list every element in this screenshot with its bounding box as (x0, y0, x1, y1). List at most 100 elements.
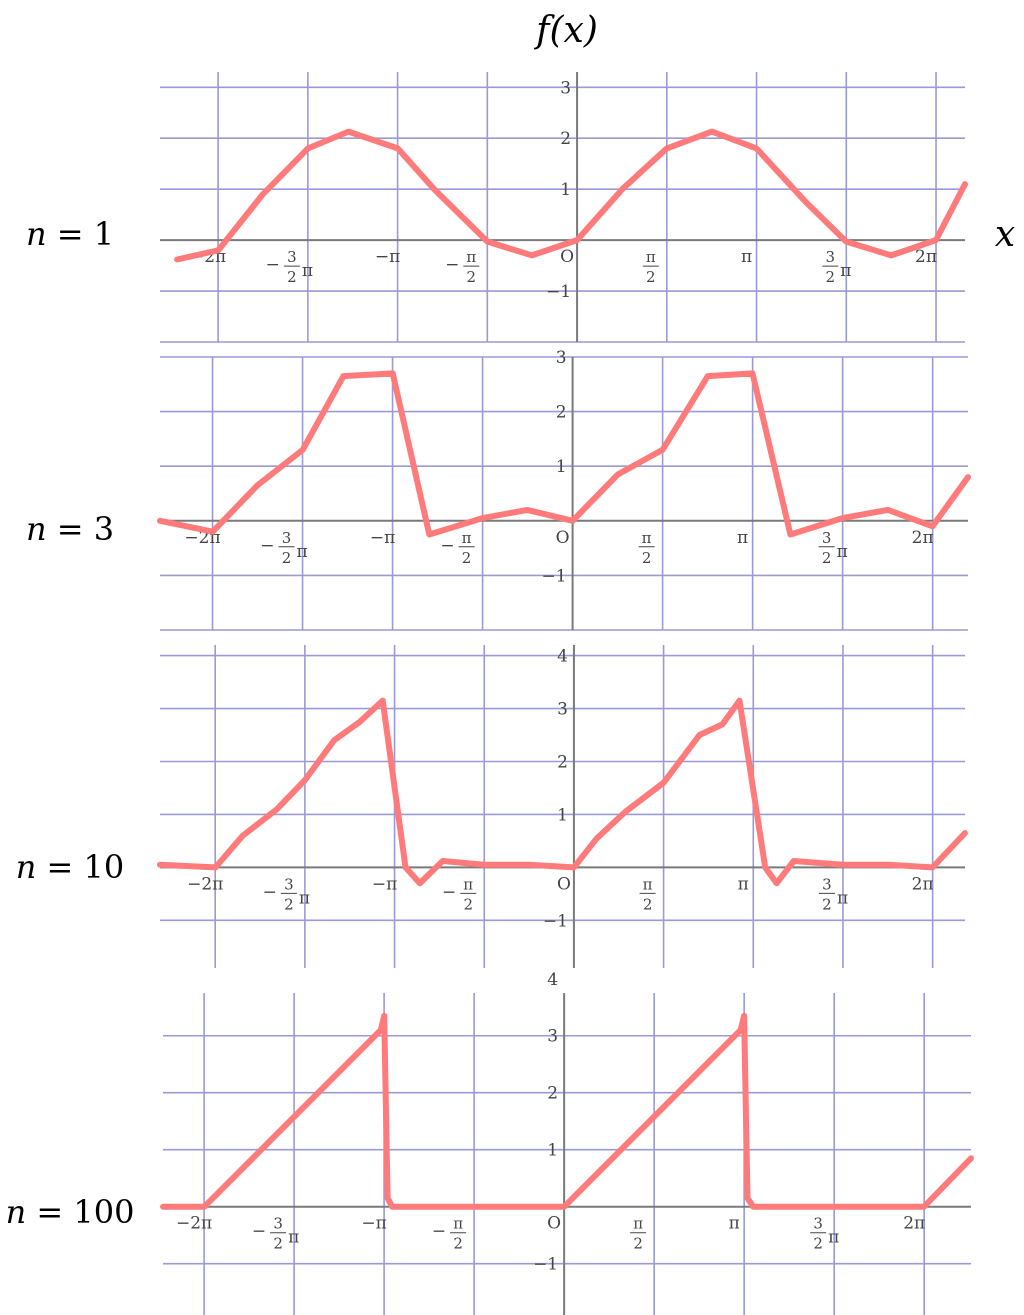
x-tick-label: π (737, 528, 748, 548)
svg-text:−: − (445, 255, 459, 275)
x-tick-label: π (741, 247, 752, 267)
x-tick-label: −3 2 π (266, 248, 313, 286)
x-tick-label: 2π (903, 1214, 925, 1234)
x-tick-label: −3 2 π (263, 875, 310, 913)
svg-text:π: π (299, 888, 310, 908)
svg-text:π: π (453, 1215, 463, 1233)
svg-text:π: π (633, 1215, 643, 1233)
svg-text:−: − (263, 882, 277, 902)
svg-text:3: 3 (822, 875, 832, 893)
svg-text:2: 2 (462, 549, 472, 567)
svg-text:2: 2 (822, 549, 832, 567)
y-tick-label: −1 (546, 282, 571, 302)
svg-text:3: 3 (287, 248, 297, 266)
x-tick-label: − π 2 (442, 875, 477, 913)
x-tick-label: −π (361, 1214, 386, 1234)
svg-text:−: − (432, 1222, 446, 1242)
row-label-n10: n = 10 (16, 848, 124, 886)
x-tick-label: π2 (638, 529, 655, 567)
svg-text:π: π (302, 261, 313, 281)
svg-text:3: 3 (826, 248, 836, 266)
row-label-n100: n = 100 (6, 1193, 135, 1231)
svg-text:π: π (297, 542, 308, 562)
svg-text:π: π (462, 529, 472, 547)
y-axis-title: f(x) (533, 10, 598, 51)
x-tick-label: 3 2 π (822, 248, 851, 286)
x-tick-label: −π (375, 247, 400, 267)
svg-text:π: π (288, 1228, 299, 1248)
x-tick-label: O (560, 247, 574, 267)
svg-text:2: 2 (642, 549, 652, 567)
y-tick-label: 1 (547, 1141, 558, 1161)
svg-text:2: 2 (822, 895, 832, 913)
y-tick-label: 1 (556, 457, 567, 477)
x-tick-label: 2π (912, 528, 934, 548)
x-tick-label: −π (372, 874, 397, 894)
y-tick-label: 4 (557, 647, 568, 667)
y-tick-label: −1 (542, 566, 567, 586)
x-tick-label: 2π (912, 874, 934, 894)
svg-text:2: 2 (646, 268, 656, 286)
series-line-n100 (160, 1012, 974, 1210)
svg-text:2: 2 (287, 268, 297, 286)
y-tick-label: −1 (543, 911, 568, 931)
svg-text:2: 2 (284, 895, 294, 913)
x-tick-label: O (547, 1214, 561, 1234)
svg-text:2: 2 (273, 1235, 283, 1253)
svg-text:2: 2 (467, 268, 477, 286)
x-tick-label: −π (370, 528, 395, 548)
svg-text:−: − (442, 882, 456, 902)
y-tick-label: 1 (557, 805, 568, 825)
x-tick-label: π2 (630, 1215, 647, 1253)
y-tick-label: 2 (556, 403, 567, 423)
svg-text:π: π (837, 542, 848, 562)
x-tick-label: π (738, 874, 749, 894)
svg-text:2: 2 (813, 1235, 823, 1253)
svg-text:2: 2 (633, 1235, 643, 1253)
x-axis-title: x (995, 214, 1015, 255)
svg-text:3: 3 (282, 529, 292, 547)
y-tick-label: 2 (560, 129, 571, 149)
x-tick-label: 3 2 π (818, 875, 848, 913)
x-tick-label: −3 2 π (252, 1215, 299, 1253)
series-line-n10 (157, 697, 968, 887)
svg-text:π: π (643, 875, 653, 893)
x-tick-label: −2π (176, 1214, 212, 1234)
y-tick-label: 3 (560, 78, 571, 98)
row-label-n3: n = 3 (26, 510, 114, 548)
svg-text:π: π (463, 875, 473, 893)
svg-text:3: 3 (284, 875, 294, 893)
y-tick-label: −1 (533, 1255, 558, 1275)
x-tick-label: − π 2 (440, 529, 475, 567)
svg-text:−: − (266, 255, 280, 275)
svg-text:2: 2 (643, 895, 653, 913)
x-tick-label: π2 (639, 875, 656, 913)
x-tick-label: − π 2 (432, 1215, 467, 1253)
svg-text:2: 2 (453, 1235, 463, 1253)
y-tick-label: 1 (560, 180, 571, 200)
y-tick-label: 2 (547, 1084, 558, 1104)
x-tick-label: O (557, 874, 571, 894)
svg-text:π: π (840, 261, 851, 281)
x-tick-label: 3 2 π (810, 1215, 839, 1253)
svg-text:π: π (466, 248, 476, 266)
y-tick-label: 2 (557, 752, 568, 772)
svg-text:3: 3 (273, 1215, 283, 1233)
x-tick-label: π (729, 1214, 740, 1234)
svg-text:−: − (440, 536, 454, 556)
svg-text:−: − (252, 1222, 266, 1242)
x-tick-label: − π 2 (445, 248, 480, 286)
y-tick-label: 3 (547, 1027, 558, 1047)
x-tick-label: O (556, 528, 570, 548)
x-tick-label: 2π (915, 247, 937, 267)
svg-text:−: − (260, 536, 274, 556)
svg-text:2: 2 (463, 895, 473, 913)
y-tick-label: 3 (556, 348, 567, 368)
series-line-n3 (157, 370, 971, 538)
svg-text:2: 2 (826, 268, 836, 286)
x-tick-label: π2 (642, 248, 659, 286)
